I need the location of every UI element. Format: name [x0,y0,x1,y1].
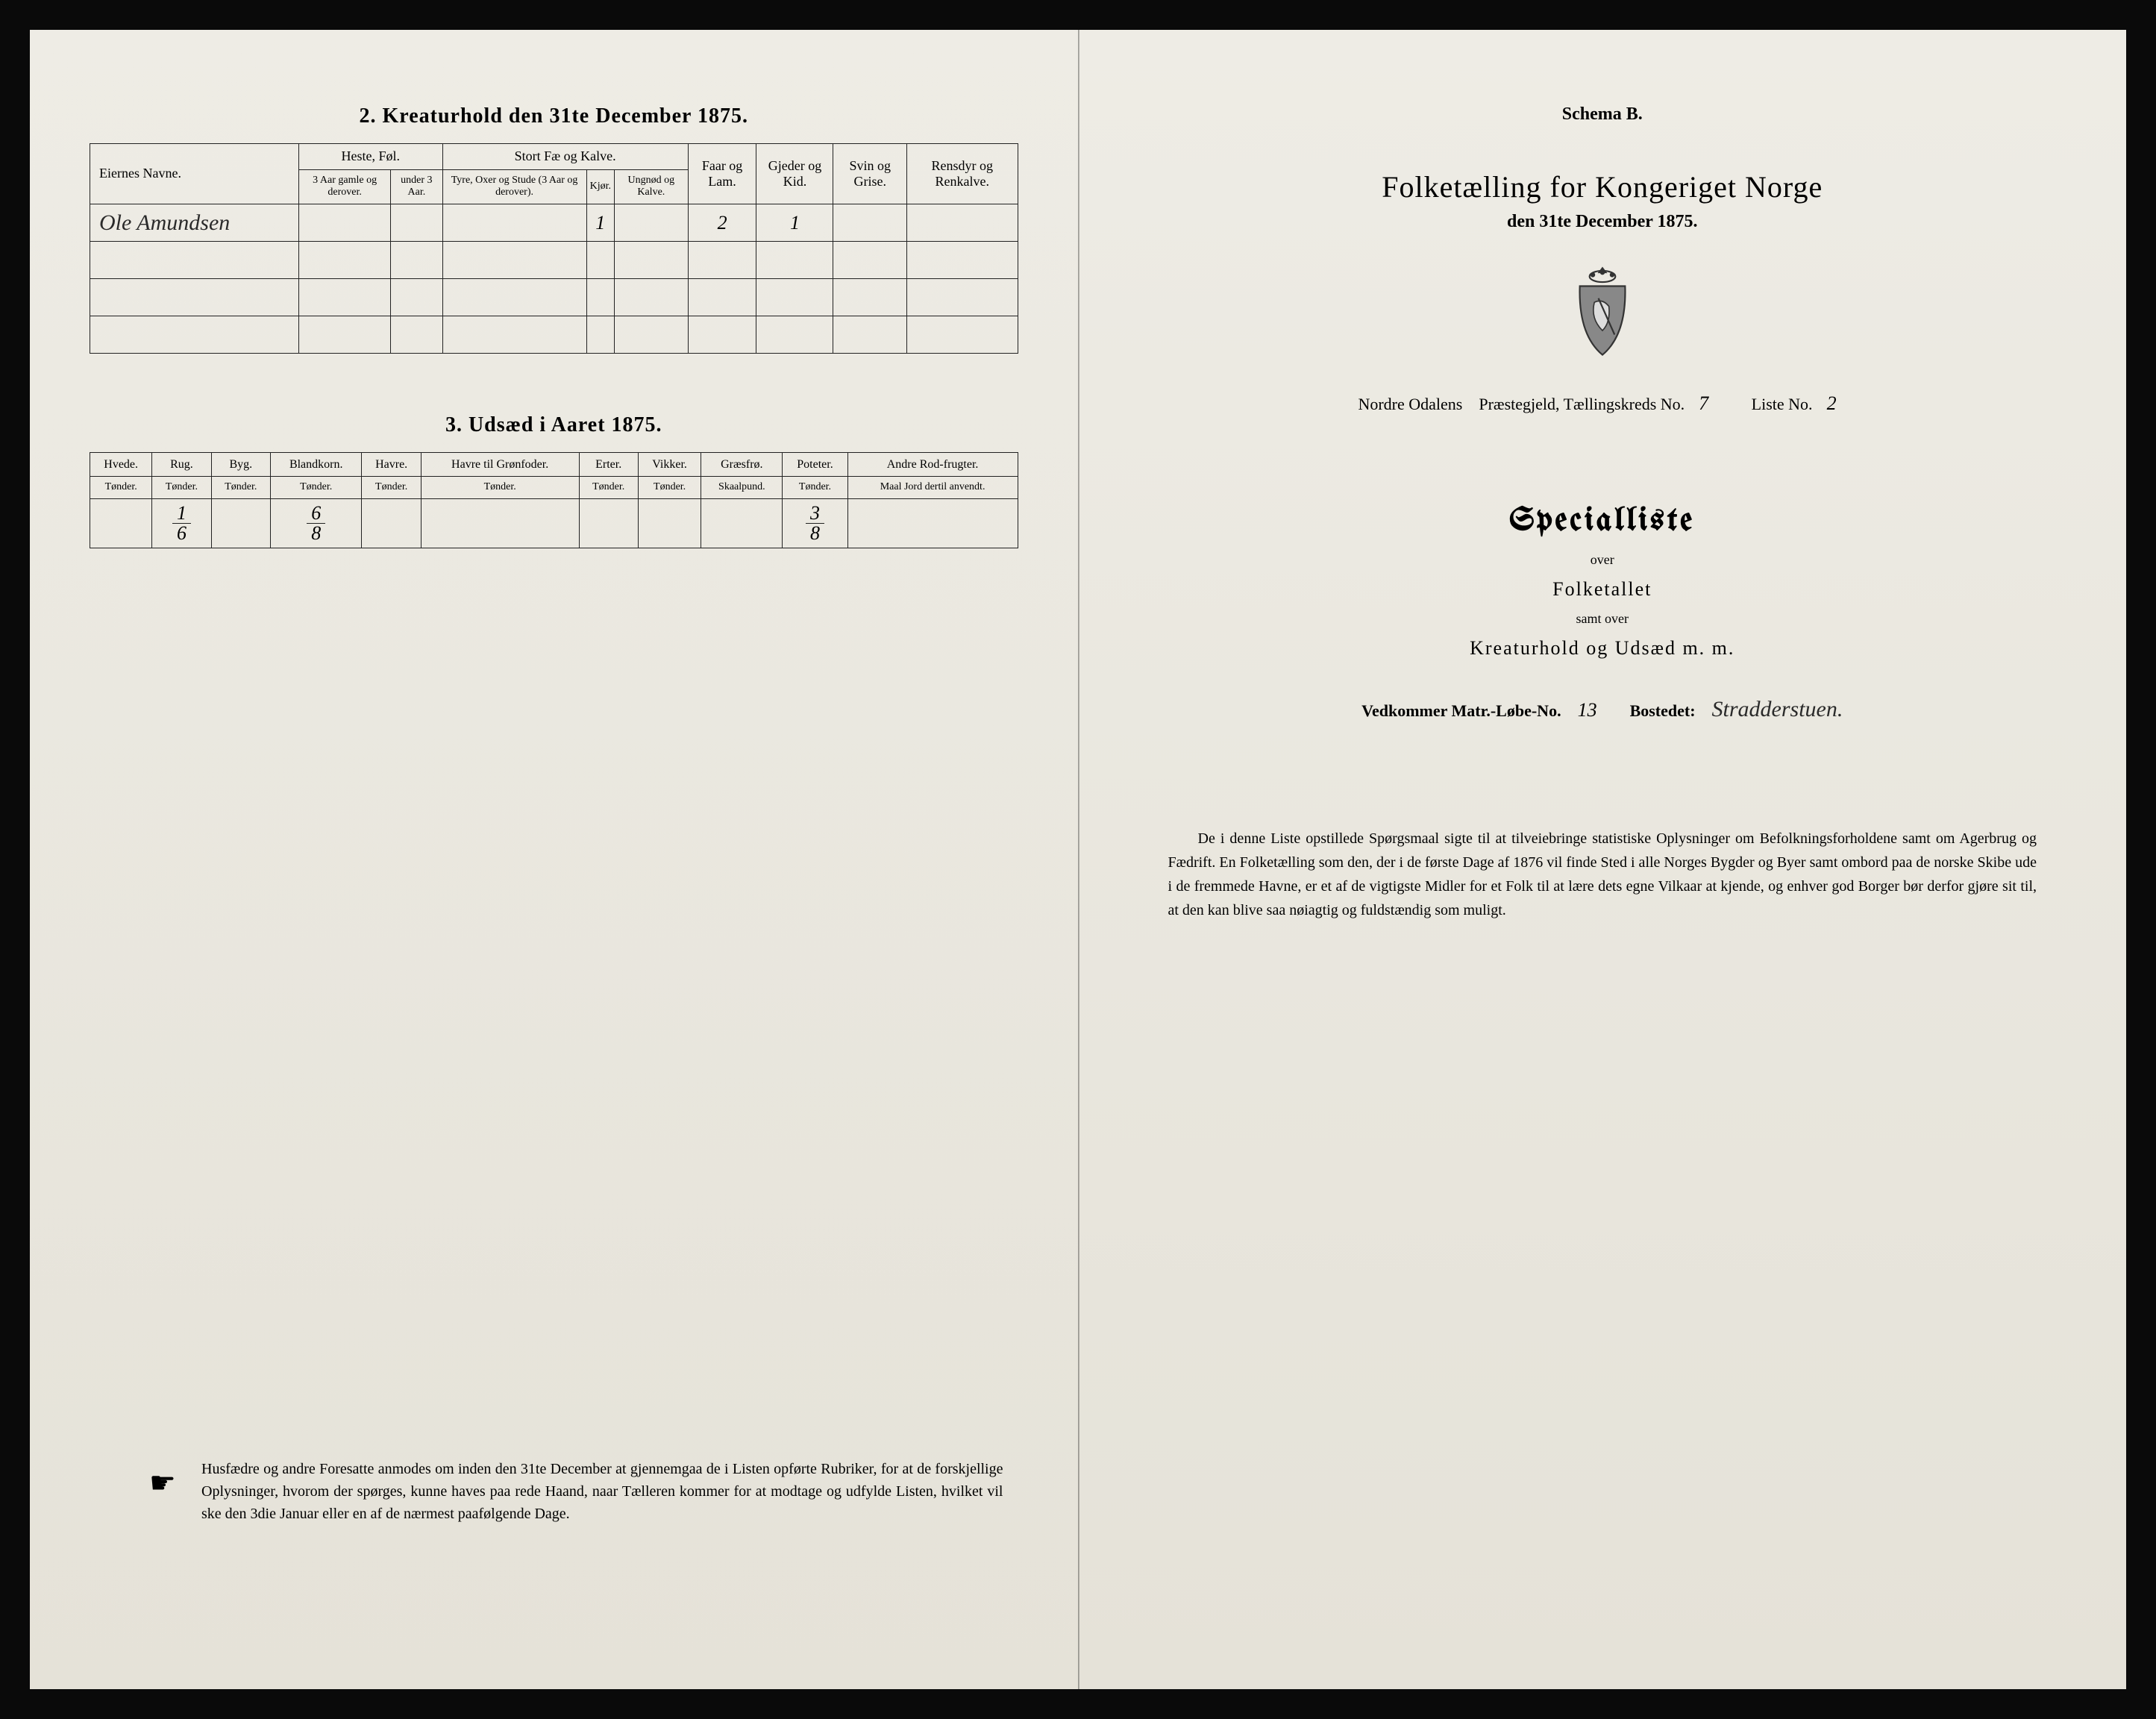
vedkommer-line: Vedkommer Matr.-Løbe-No. 13 Bostedet: St… [1138,697,2067,722]
main-title: Folketælling for Kongeriget Norge [1138,169,2067,204]
pointer-hand-icon: ☛ [149,1461,176,1506]
liste-label: Liste No. [1752,395,1813,413]
th-stort-a: Tyre, Oxer og Stude (3 Aar og derover). [442,169,586,204]
over-text: over [1138,552,2067,568]
th-faar: Faar og Lam. [688,144,756,204]
schema-label: Schema B. [1138,104,2067,125]
tbl3-data-row: 16 68 38 [90,499,1018,548]
th-stort: Stort Fæ og Kalve. [442,144,688,170]
poteter-cell: 38 [783,499,847,548]
district-prefix: Nordre Odalens [1358,395,1462,413]
th-stort-c: Ungnød og Kalve. [615,169,689,204]
left-page: 2. Kreaturhold den 31te December 1875. E… [30,30,1079,1689]
right-bottom-paragraph: De i denne Liste opstillede Spørgsmaal s… [1138,827,2067,922]
section2-title: 2. Kreaturhold den 31te December 1875. [90,104,1018,128]
matr-no: 13 [1578,699,1597,721]
left-bottom-note: ☛ Husfædre og andre Foresatte anmodes om… [201,1458,1003,1525]
th-ren: Rensdyr og Renkalve. [907,144,1018,204]
scan-frame: 2. Kreaturhold den 31te December 1875. E… [30,30,2126,1689]
vedk-label: Vedkommer Matr.-Løbe-No. [1361,701,1561,720]
rug-cell: 16 [152,499,211,548]
folketallet-text: Folketallet [1138,578,2067,601]
sub-title: den 31te December 1875. [1138,212,2067,232]
tbl3-header-row: Hvede. Rug. Byg. Blandkorn. Havre. Havre… [90,453,1018,477]
th-heste-a: 3 Aar gamle og derover. [299,169,391,204]
th-owner: Eiernes Navne. [90,144,299,204]
bosted-value: Stradderstuen. [1712,697,1843,721]
th-svin: Svin og Grise. [833,144,907,204]
right-page: Schema B. Folketælling for Kongeriget No… [1079,30,2127,1689]
specialliste-heading: Specialliste [1138,504,2067,539]
th-gjeder: Gjeder og Kid. [756,144,833,204]
tbl3-sub-row: Tønder. Tønder. Tønder. Tønder. Tønder. … [90,477,1018,499]
th-heste-b: under 3 Aar. [391,169,442,204]
note-text: Husfædre og andre Foresatte anmodes om i… [201,1461,1003,1522]
th-heste: Heste, Føl. [299,144,443,170]
kjor-cell: 1 [586,204,614,242]
page-fold [1078,30,1079,1689]
liste-no: 2 [1817,392,1846,415]
udsaed-table: Hvede. Rug. Byg. Blandkorn. Havre. Havre… [90,452,1018,548]
samt-text: samt over [1138,611,2067,627]
owner-cell: Ole Amundsen [90,204,299,242]
section3-title: 3. Udsæd i Aaret 1875. [90,413,1018,437]
bosted-label: Bostedet: [1630,701,1696,720]
kreaturhold-text: Kreaturhold og Udsæd m. m. [1138,637,2067,660]
bland-cell: 68 [270,499,362,548]
coat-of-arms-icon [1138,262,2067,363]
faar-cell: 2 [688,204,756,242]
district-line: Nordre Odalens Præstegjeld, Tællingskred… [1138,392,2067,415]
gjeder-cell: 1 [756,204,833,242]
kreaturhold-table: Eiernes Navne. Heste, Føl. Stort Fæ og K… [90,143,1018,354]
table-row: Ole Amundsen 1 2 1 [90,204,1018,242]
kreds-no: 7 [1689,392,1719,415]
district-label: Præstegjeld, Tællingskreds No. [1479,395,1685,413]
th-stort-b: Kjør. [586,169,614,204]
